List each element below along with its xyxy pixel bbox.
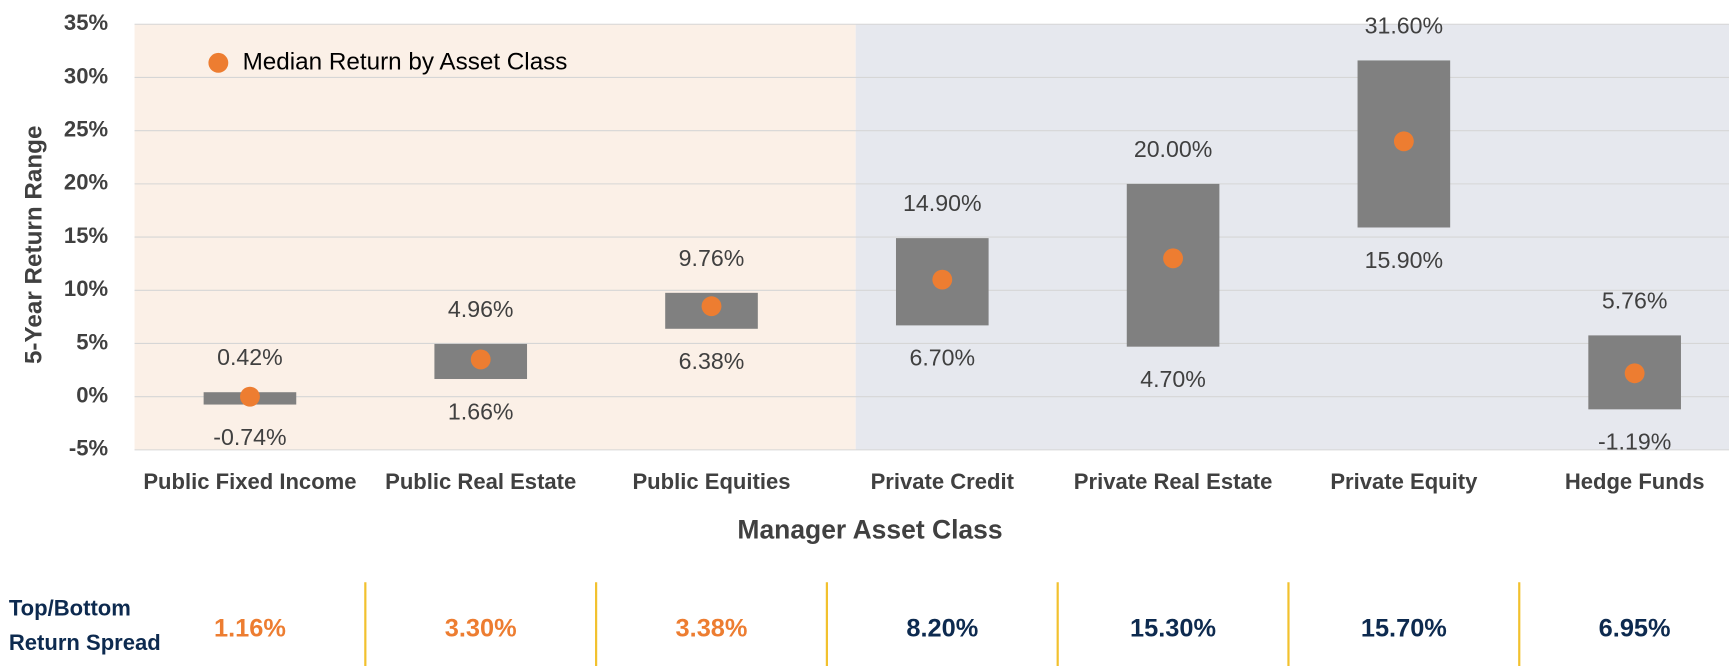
low-label: 6.38% <box>679 348 745 374</box>
y-tick-label: 10% <box>64 276 109 301</box>
x-tick-label: Private Real Estate <box>1074 469 1273 494</box>
legend-marker <box>208 52 229 73</box>
y-tick-label: 35% <box>64 10 109 35</box>
spread-label: Return Spread <box>9 630 161 655</box>
spread-value: 3.30% <box>445 614 517 642</box>
low-label: 6.70% <box>909 345 975 371</box>
high-label: 14.90% <box>903 190 981 216</box>
spread-value: 15.70% <box>1361 614 1447 642</box>
y-tick-label: 15% <box>64 223 109 248</box>
grid <box>134 23 1729 451</box>
median-dot <box>240 386 260 407</box>
high-label: 5.76% <box>1602 287 1668 313</box>
x-tick-label: Hedge Funds <box>1565 469 1705 494</box>
high-label: 31.60% <box>1365 12 1443 38</box>
y-axis-title: 5-Year Return Range <box>21 126 48 365</box>
low-label: -1.19% <box>1598 429 1671 455</box>
low-label: 4.70% <box>1140 366 1206 392</box>
x-tick-label: Public Fixed Income <box>143 469 356 494</box>
y-tick-label: 25% <box>64 116 109 141</box>
legend-label: Median Return by Asset Class <box>243 48 568 75</box>
high-label: 0.42% <box>217 344 283 370</box>
x-tick-label: Public Real Estate <box>385 469 576 494</box>
spread-value: 6.95% <box>1599 614 1671 642</box>
median-dot <box>932 269 953 290</box>
spread-label: Top/Bottom <box>9 596 131 621</box>
median-dot <box>1393 131 1414 152</box>
high-label: 20.00% <box>1134 136 1212 162</box>
x-axis-title: Manager Asset Class <box>737 514 1002 544</box>
spread-value: 3.38% <box>676 614 748 642</box>
low-label: -0.74% <box>213 424 286 450</box>
y-tick-label: 30% <box>64 63 109 88</box>
spread-value: 8.20% <box>906 614 978 642</box>
median-dot <box>470 349 491 370</box>
x-tick-label: Private Equity <box>1330 469 1478 494</box>
high-label: 4.96% <box>448 296 514 322</box>
median-dot <box>1624 363 1645 384</box>
x-tick-label: Private Credit <box>871 469 1015 494</box>
marks <box>203 60 1681 410</box>
median-dot <box>701 296 722 317</box>
y-tick-label: -5% <box>69 436 109 461</box>
x-tick-label: Public Equities <box>632 469 790 494</box>
spread-value: 15.30% <box>1130 614 1216 642</box>
low-label: 15.90% <box>1365 247 1443 273</box>
high-label: 9.76% <box>679 245 745 271</box>
median-dot <box>1163 248 1184 269</box>
y-tick-label: 5% <box>76 329 108 354</box>
y-tick-label: 0% <box>76 383 108 408</box>
low-label: 1.66% <box>448 398 514 424</box>
spread-value: 1.16% <box>214 614 286 642</box>
y-tick-label: 20% <box>64 170 109 195</box>
